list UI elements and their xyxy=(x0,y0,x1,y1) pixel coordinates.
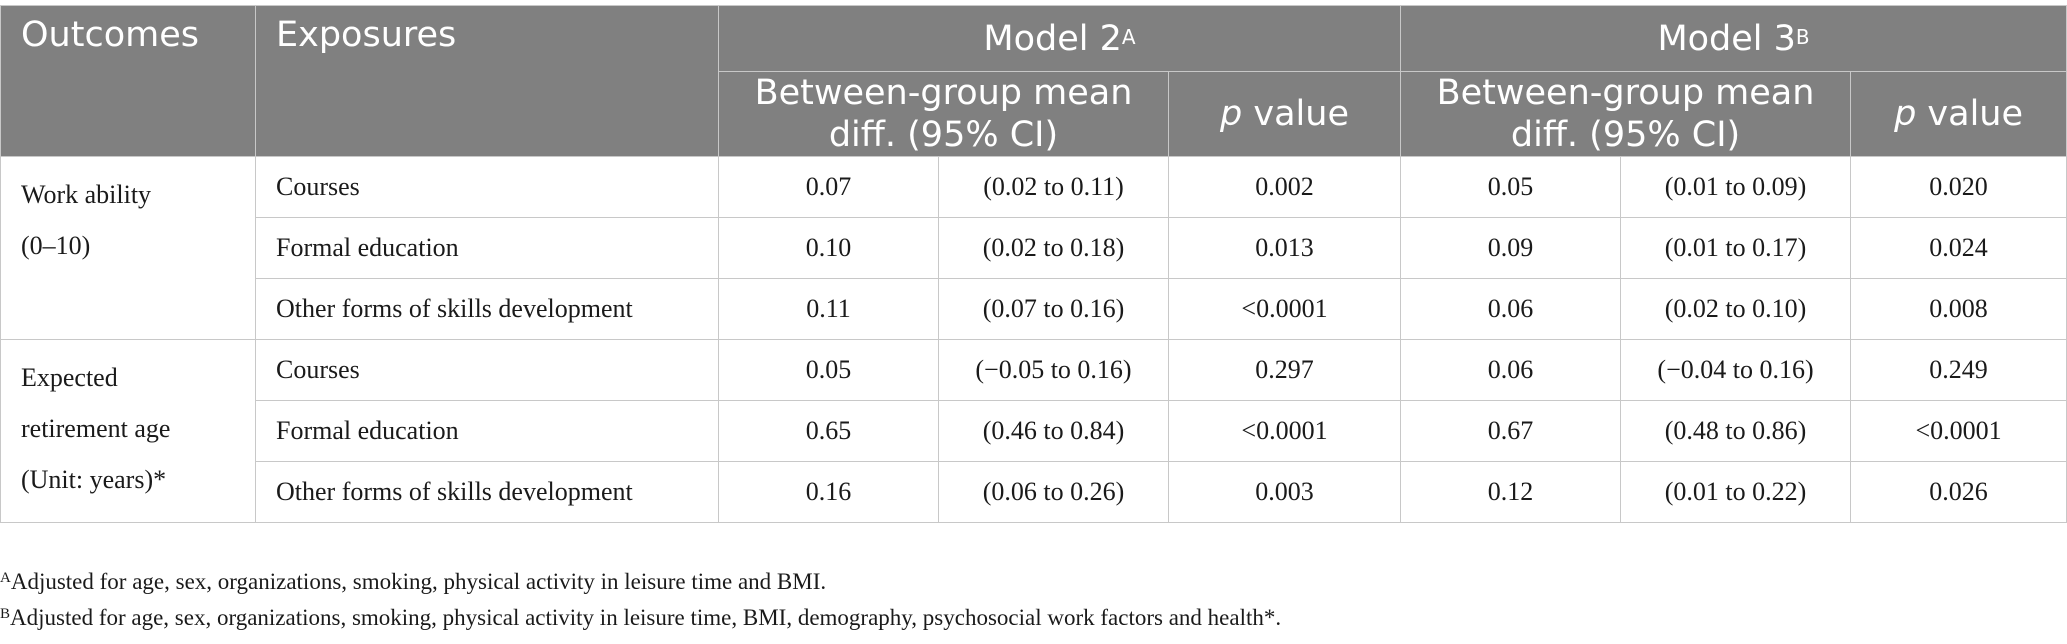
exposure-cell: Other forms of skills development xyxy=(255,461,719,523)
p-value-word: value xyxy=(1916,94,2024,134)
model2-label: Model 2 xyxy=(983,18,1122,59)
model2-diff-cell: 0.16 xyxy=(718,461,939,523)
exposure-cell: Courses xyxy=(255,156,719,218)
model3-p-cell: 0.024 xyxy=(1850,217,2067,279)
table-row: Formal education 0.10 (0.02 to 0.18) 0.0… xyxy=(1,217,2067,279)
model2-ci-cell: (0.02 to 0.11) xyxy=(938,156,1169,218)
model2-diff-cell: 0.07 xyxy=(718,156,939,218)
outcome-line: (Unit: years)* xyxy=(21,465,167,494)
footnote-text: Adjusted for age, sex, organizations, sm… xyxy=(10,569,827,594)
footnotes: AAdjusted for age, sex, organizations, s… xyxy=(0,565,1281,637)
table-row: Expected retirement age (Unit: years)* C… xyxy=(0,339,2067,523)
exposure-cell: Other forms of skills development xyxy=(255,278,719,340)
footnote-text: Adjusted for age, sex, organizations, sm… xyxy=(10,605,1282,630)
exposure-cell: Formal education xyxy=(255,400,719,462)
outcome-line: Expected xyxy=(21,363,118,392)
model2-ci-cell: (0.06 to 0.26) xyxy=(938,461,1169,523)
model3-p-cell: <0.0001 xyxy=(1850,400,2067,462)
outcome-line: (0–10) xyxy=(21,231,91,260)
model3-ci-cell: (0.01 to 0.09) xyxy=(1620,156,1852,218)
model2-ci-cell: (0.02 to 0.18) xyxy=(938,217,1169,279)
model3-mean-diff-header: Between-group mean diff. (95% CI) xyxy=(1400,71,1852,157)
table-body: Work ability (0–10) Courses 0.07 (0.02 t… xyxy=(0,156,2067,523)
exposures-header: Exposures xyxy=(255,5,719,157)
p-italic: p xyxy=(1220,94,1243,134)
model3-footnote-mark: B xyxy=(1795,24,1810,49)
model2-ci-cell: (0.46 to 0.84) xyxy=(938,400,1169,462)
model3-label: Model 3 xyxy=(1657,18,1796,59)
model2-diff-cell: 0.05 xyxy=(718,339,939,401)
outcome-line: retirement age xyxy=(21,414,171,443)
model2-p-value-header: p value xyxy=(1167,71,1402,157)
model2-diff-cell: 0.11 xyxy=(718,278,939,340)
model3-p-cell: 0.249 xyxy=(1850,339,2067,401)
table-row: Other forms of skills development 0.16 (… xyxy=(1,461,2067,523)
model2-header: Model 2A xyxy=(717,5,1402,72)
model3-p-cell: 0.020 xyxy=(1850,156,2067,218)
model3-ci-cell: (0.01 to 0.17) xyxy=(1620,217,1852,279)
model3-diff-cell: 0.06 xyxy=(1400,278,1622,340)
model2-mean-diff-header: Between-group mean diff. (95% CI) xyxy=(718,71,1169,157)
footnote-b: BAdjusted for age, sex, organizations, s… xyxy=(0,601,1281,637)
model2-diff-cell: 0.10 xyxy=(718,217,939,279)
model2-footnote-mark: A xyxy=(1121,24,1136,49)
results-table: Outcomes Exposures Model 2A Model 3B Bet… xyxy=(0,5,2067,523)
footnote-mark: A xyxy=(0,570,11,586)
p-italic: p xyxy=(1894,94,1917,134)
outcome-line: Work ability xyxy=(21,180,152,209)
model2-p-cell: 0.013 xyxy=(1167,217,1402,279)
model3-diff-cell: 0.05 xyxy=(1400,156,1622,218)
model3-p-value-header: p value xyxy=(1850,71,2067,157)
model2-ci-cell: (0.07 to 0.16) xyxy=(938,278,1169,340)
model2-p-cell: 0.002 xyxy=(1167,156,1402,218)
model3-ci-cell: (−0.04 to 0.16) xyxy=(1620,339,1852,401)
outcome-expected-retirement-age: Expected retirement age (Unit: years)* xyxy=(0,339,256,523)
model3-p-cell: 0.026 xyxy=(1850,461,2067,523)
model3-ci-cell: (0.02 to 0.10) xyxy=(1620,278,1852,340)
table-row: Other forms of skills development 0.11 (… xyxy=(1,278,2067,340)
footnote-a: AAdjusted for age, sex, organizations, s… xyxy=(0,565,1281,601)
exposure-cell: Courses xyxy=(255,339,719,401)
model2-p-cell: 0.297 xyxy=(1167,339,1402,401)
table-row: Work ability (0–10) Courses 0.07 (0.02 t… xyxy=(0,156,2067,340)
model2-p-cell: <0.0001 xyxy=(1167,278,1402,340)
p-value-word: value xyxy=(1242,94,1349,134)
model3-ci-cell: (0.48 to 0.86) xyxy=(1620,400,1852,462)
exposure-cell: Formal education xyxy=(255,217,719,279)
model2-p-cell: <0.0001 xyxy=(1167,400,1402,462)
footnote-mark: B xyxy=(0,606,11,622)
model2-diff-cell: 0.65 xyxy=(718,400,939,462)
model3-diff-cell: 0.12 xyxy=(1400,461,1622,523)
model3-diff-cell: 0.67 xyxy=(1400,400,1622,462)
model3-header: Model 3B xyxy=(1400,5,2067,72)
outcomes-header: Outcomes xyxy=(0,5,256,157)
model2-ci-cell: (−0.05 to 0.16) xyxy=(938,339,1169,401)
outcome-work-ability: Work ability (0–10) xyxy=(0,156,256,340)
table-row: Formal education 0.65 (0.46 to 0.84) <0.… xyxy=(1,400,2067,462)
model3-diff-cell: 0.09 xyxy=(1400,217,1622,279)
model2-p-cell: 0.003 xyxy=(1167,461,1402,523)
model3-ci-cell: (0.01 to 0.22) xyxy=(1620,461,1852,523)
model3-p-cell: 0.008 xyxy=(1850,278,2067,340)
model3-diff-cell: 0.06 xyxy=(1400,339,1622,401)
